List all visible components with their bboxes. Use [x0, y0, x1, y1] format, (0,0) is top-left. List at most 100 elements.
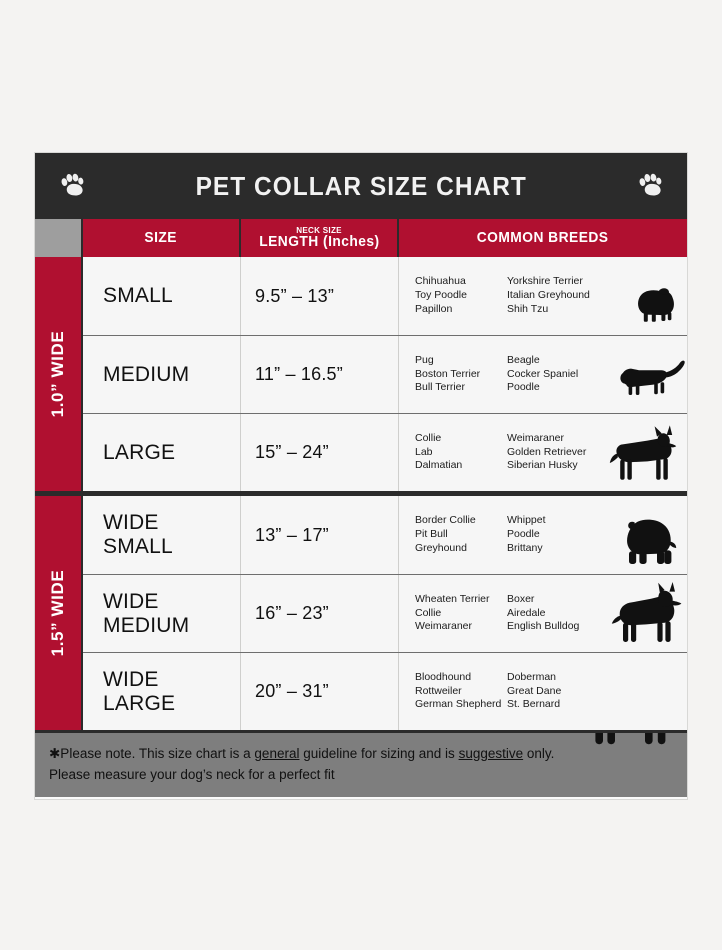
cell-breeds: Bloodhound Rottweiler German Shepherd Do…	[399, 653, 687, 730]
breed-item: Boston Terrier	[415, 367, 481, 380]
breed-item: German Shepherd	[415, 698, 502, 711]
table-row[interactable]: MEDIUM 11” – 16.5” Pug Boston Terrier Bu…	[83, 335, 687, 413]
breed-column-left: Pug Boston Terrier Bull Terrier	[415, 354, 507, 396]
group-rows-standard: SMALL 9.5” – 13” Chihuahua Toy Poodle Pa…	[83, 257, 687, 491]
table-row[interactable]: LARGE 15” – 24” Collie Lab Dalmatian Wei…	[83, 413, 687, 491]
breed-column-right: Boxer Airedale English Bulldog	[507, 593, 615, 635]
breed-item: Golden Retriever	[507, 445, 587, 458]
breed-item: Bull Terrier	[415, 381, 465, 394]
table-header-row: SIZE NECK SIZE LENGTH (Inches) COMMON BR…	[35, 219, 687, 257]
breed-column-right: Beagle Cocker Spaniel Poodle	[507, 354, 615, 396]
cell-size: WIDE MEDIUM	[83, 575, 241, 652]
note-emphasis-general: general	[254, 746, 300, 761]
breed-item: Dalmatian	[415, 459, 463, 472]
group-label-wide: 1.5” WIDE	[35, 496, 83, 730]
breed-item: Yorkshire Terrier	[507, 275, 583, 288]
disclaimer-note: ✱Please note. This size chart is a gener…	[35, 730, 687, 797]
breed-item: Pit Bull	[415, 528, 448, 541]
column-header-length: NECK SIZE LENGTH (Inches)	[241, 219, 399, 257]
disclaimer-line-1: ✱Please note. This size chart is a gener…	[49, 744, 673, 765]
chart-title-bar: PET COLLAR SIZE CHART	[35, 153, 687, 219]
cell-size: MEDIUM	[83, 336, 241, 413]
cell-length: 15” – 24”	[241, 414, 399, 491]
breed-column-left: Wheaten Terrier Collie Weimaraner	[415, 593, 507, 635]
breed-item: Shih Tzu	[507, 302, 549, 315]
note-text-3: only.	[523, 746, 555, 761]
breed-item: Airedale	[507, 606, 546, 619]
breed-item: Weimaraner	[415, 620, 472, 633]
column-header-breeds-label: COMMON BREEDS	[477, 229, 609, 247]
breed-item: Lab	[415, 445, 433, 458]
breed-item: Boxer	[507, 592, 535, 605]
disclaimer-line-2: Please measure your dog’s neck for a per…	[49, 766, 335, 782]
breed-column-left: Collie Lab Dalmatian	[415, 432, 507, 474]
paw-print-icon	[57, 171, 87, 201]
breed-item: Brittany	[507, 541, 543, 554]
breed-column-right: Whippet Poodle Brittany	[507, 514, 615, 556]
cell-breeds: Collie Lab Dalmatian Weimaraner Golden R…	[399, 414, 687, 491]
breed-column-right: Weimaraner Golden Retriever Siberian Hus…	[507, 432, 615, 474]
group-label-standard-text: 1.0” WIDE	[48, 330, 67, 418]
doberman-silhouette-icon	[585, 733, 681, 752]
pomeranian-silhouette-icon	[631, 281, 679, 325]
boxer-silhouette-icon	[611, 578, 685, 648]
size-label: WIDE MEDIUM	[103, 589, 190, 637]
table-body: 1.0” WIDE SMALL 9.5” – 13” Chihuahua Toy…	[35, 257, 687, 730]
breed-item: St. Bernard	[507, 698, 561, 711]
cell-length: 13” – 17”	[241, 496, 399, 574]
breed-item: Siberian Husky	[507, 459, 578, 472]
cell-length: 11” – 16.5”	[241, 336, 399, 413]
cell-breeds: Pug Boston Terrier Bull Terrier Beagle C…	[399, 336, 687, 413]
breed-item: Wheaten Terrier	[415, 592, 490, 605]
cell-length: 20” – 31”	[241, 653, 399, 730]
cell-size: WIDE LARGE	[83, 653, 241, 730]
breed-item: Chihuahua	[415, 275, 466, 288]
breed-item: Poodle	[507, 381, 540, 394]
breed-item: Collie	[415, 431, 442, 444]
column-header-breeds: COMMON BREEDS	[399, 219, 687, 257]
beagle-silhouette-icon	[615, 355, 687, 401]
size-group-standard: 1.0” WIDE SMALL 9.5” – 13” Chihuahua Toy…	[35, 257, 687, 491]
breed-item: Rottweiler	[415, 684, 462, 697]
note-emphasis-suggestive: suggestive	[458, 746, 524, 761]
table-row[interactable]: WIDE MEDIUM 16” – 23” Wheaten Terrier Co…	[83, 574, 687, 652]
group-rows-wide: WIDE SMALL 13” – 17” Border Collie Pit B…	[83, 496, 687, 730]
column-header-length-label: LENGTH (Inches)	[258, 232, 380, 250]
column-header-length-sublabel: NECK SIZE	[296, 225, 342, 236]
note-text-2: guideline for sizing and is	[299, 746, 459, 761]
breed-item: Poodle	[507, 528, 540, 541]
breed-item: Bloodhound	[415, 670, 472, 683]
cell-length: 9.5” – 13”	[241, 257, 399, 335]
table-row[interactable]: SMALL 9.5” – 13” Chihuahua Toy Poodle Pa…	[83, 257, 687, 335]
breed-item: Whippet	[507, 514, 546, 527]
cell-size: LARGE	[83, 414, 241, 491]
page-title: PET COLLAR SIZE CHART	[195, 170, 527, 201]
column-header-size: SIZE	[83, 219, 241, 257]
pet-collar-size-chart: PET COLLAR SIZE CHART SIZE	[34, 152, 688, 800]
size-label: WIDE LARGE	[103, 667, 176, 715]
breed-item: Papillon	[415, 302, 453, 315]
cell-size: WIDE SMALL	[83, 496, 241, 574]
paw-print-icon	[635, 171, 665, 201]
breed-item: Pug	[415, 353, 434, 366]
cell-breeds: Border Collie Pit Bull Greyhound Whippet…	[399, 496, 687, 574]
breed-item: Italian Greyhound	[507, 289, 590, 302]
cell-size: SMALL	[83, 257, 241, 335]
size-label: SMALL	[103, 284, 173, 308]
group-label-standard: 1.0” WIDE	[35, 257, 83, 491]
breed-column-left: Bloodhound Rottweiler German Shepherd	[415, 671, 507, 713]
group-label-wide-text: 1.5” WIDE	[48, 569, 67, 657]
cell-breeds: Chihuahua Toy Poodle Papillon Yorkshire …	[399, 257, 687, 335]
breed-column-right: Yorkshire Terrier Italian Greyhound Shih…	[507, 275, 615, 317]
cell-length: 16” – 23”	[241, 575, 399, 652]
table-row[interactable]: WIDE SMALL 13” – 17” Border Collie Pit B…	[83, 496, 687, 574]
breed-column-right: Doberman Great Dane St. Bernard	[507, 671, 615, 713]
breed-column-left: Chihuahua Toy Poodle Papillon	[415, 275, 507, 317]
table-row[interactable]: WIDE LARGE 20” – 31” Bloodhound Rottweil…	[83, 652, 687, 730]
header-corner-cell	[35, 219, 83, 257]
shepherd-silhouette-icon	[609, 423, 685, 485]
note-text-1: ✱Please note. This size chart is a	[49, 746, 255, 761]
breed-item: Doberman	[507, 670, 557, 683]
breed-item: Weimaraner	[507, 431, 564, 444]
